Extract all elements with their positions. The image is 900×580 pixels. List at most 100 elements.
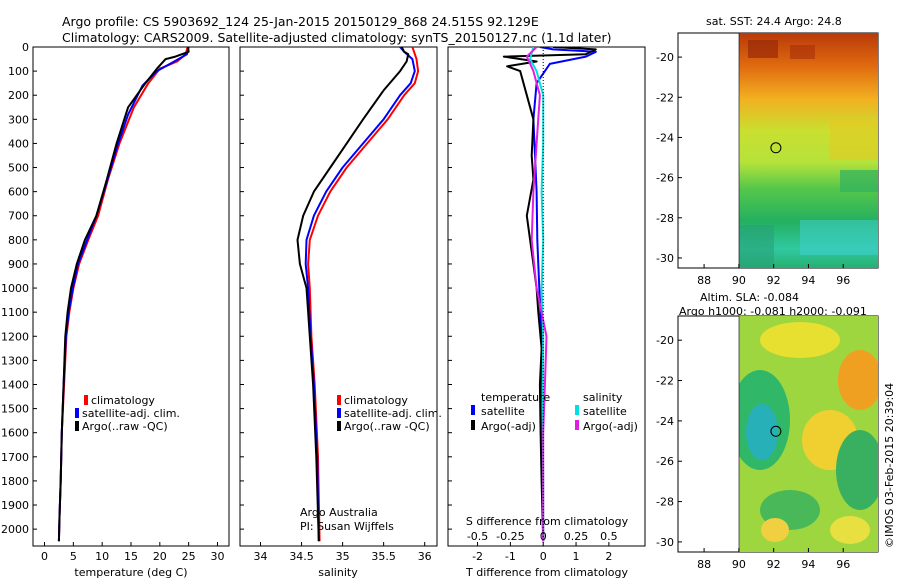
map-x-tick-label: 88	[697, 558, 711, 571]
x-tick-label: 1	[573, 550, 580, 563]
series-line-satellite	[304, 47, 416, 542]
x-tick-label: 30	[210, 550, 224, 563]
x-tick-label: 5	[70, 550, 77, 563]
sla-blob	[746, 404, 778, 460]
legend-title-salinity: salinity	[583, 391, 623, 404]
map-x-tick-label: 92	[767, 558, 781, 571]
map-y-tick-label: -26	[656, 455, 674, 468]
top-tick-label: 0	[540, 530, 547, 543]
depth-tick-label: 1600	[1, 427, 29, 440]
sst-patch	[830, 120, 878, 160]
legend-swatch-climatology	[337, 395, 341, 405]
x-tick-label: 25	[182, 550, 196, 563]
legend-swatch-satellite	[337, 408, 341, 418]
temperature-tick-labels: 0 5 10 15 20 25 30	[41, 542, 224, 563]
figure-title-line1: Argo profile: CS 5903692_124 25-Jan-2015…	[62, 14, 539, 29]
x-tick-label: 34	[254, 550, 268, 563]
depth-tick-label: 1200	[1, 330, 29, 343]
sla-map-title-line2: Argo h1000: -0.081 h2000: -0.091	[679, 305, 867, 318]
imos-credit: ©IMOS 03-Feb-2015 20:39:04	[883, 383, 896, 548]
legend-label-t-argo: Argo(-adj)	[481, 420, 536, 433]
x-tick-label: 10	[95, 550, 109, 563]
salinity-series	[296, 47, 420, 542]
depth-tick-label: 0	[22, 41, 29, 54]
difference-series	[502, 47, 597, 542]
map-y-tick-label: -28	[656, 212, 674, 225]
x-tick-label: -1	[505, 550, 516, 563]
legend-label-argo: Argo(..raw -QC)	[344, 420, 430, 433]
depth-tick-label: 1100	[1, 306, 29, 319]
temperature-xlabel: temperature (deg C)	[74, 566, 187, 579]
map-x-tick-label: 92	[767, 274, 781, 287]
depth-tick-label: 2000	[1, 523, 29, 536]
map-y-tick-label: -30	[656, 252, 674, 265]
depth-tick-label: 1300	[1, 354, 29, 367]
series-line-argo	[57, 47, 190, 542]
salinity-axes	[239, 46, 438, 547]
annotation-pi: PI: Susan Wijffels	[300, 520, 394, 533]
sla-blob	[830, 516, 870, 544]
difference-tick-labels: -2 -1 0 1 2	[472, 542, 612, 563]
sst-patch	[790, 45, 815, 59]
sla-blob	[836, 430, 878, 510]
legend-label-argo: Argo(..raw -QC)	[82, 420, 168, 433]
sst-patch	[748, 40, 778, 58]
legend-swatch-argo	[337, 421, 341, 431]
depth-tick-label: 1400	[1, 378, 29, 391]
depth-tick-label: 100	[8, 65, 29, 78]
legend-swatch-s-argo	[575, 420, 579, 430]
legend-label-t-satellite: satellite	[481, 405, 525, 418]
x-tick-label: 20	[153, 550, 167, 563]
depth-tick-label: 300	[8, 113, 29, 126]
x-tick-label: -2	[472, 550, 483, 563]
x-tick-label: 0	[540, 550, 547, 563]
x-tick-label: 35.5	[371, 550, 396, 563]
sla-argo-marker	[770, 425, 782, 437]
sla-blob	[838, 350, 878, 410]
map-y-tick-label: -22	[656, 91, 674, 104]
legend-swatch-s-satellite	[575, 405, 579, 415]
top-tick-label: 0.5	[600, 530, 618, 543]
figure-title-line2: Climatology: CARS2009. Satellite-adjuste…	[62, 30, 612, 45]
legend-label-satellite: satellite-adj. clim.	[82, 407, 180, 420]
difference-top-xlabel: S difference from climatology	[466, 515, 629, 528]
top-tick-label: -0.5	[467, 530, 488, 543]
sst-patch	[800, 220, 878, 255]
salinity-tick-labels: 34 34.5 35 35.5 36	[254, 542, 432, 563]
sst-map-ticks: 88 90 92 94 96 -20 -22 -24 -26 -28 -30	[656, 51, 850, 287]
map-x-tick-label: 94	[801, 558, 815, 571]
depth-tick-label: 800	[8, 234, 29, 247]
sst-patch	[739, 225, 774, 268]
depth-tick-labels: 0 100 200 300 400 500 600 700 800 900 1000 1100 1200…	[1, 41, 29, 536]
x-tick-label: 15	[124, 550, 138, 563]
temperature-series	[57, 47, 190, 542]
sst-heatmap	[739, 33, 878, 268]
depth-tick-label: 1000	[1, 282, 29, 295]
sla-map-title-line1: Altim. SLA: -0.084	[700, 291, 799, 304]
legend-label-climatology: climatology	[344, 394, 408, 407]
legend-swatch-argo	[75, 421, 79, 431]
sst-patch	[840, 170, 878, 192]
annotation-argo-australia: Argo Australia	[300, 506, 378, 519]
legend-title-temperature: temperature	[481, 391, 550, 404]
sst-map-title: sat. SST: 24.4 Argo: 24.8	[706, 15, 842, 28]
series-line-t-argo	[502, 47, 597, 542]
sla-blob	[761, 518, 789, 542]
map-y-tick-label: -28	[656, 496, 674, 509]
depth-tick-label: 200	[8, 89, 29, 102]
difference-axes	[447, 46, 646, 547]
depth-tick-label: 900	[8, 258, 29, 271]
map-x-tick-label: 96	[836, 558, 850, 571]
difference-legend: temperature salinity satellite Argo(-adj…	[471, 391, 638, 433]
x-tick-label: 36	[418, 550, 432, 563]
series-line-s-argo	[525, 47, 548, 542]
depth-tick-label: 400	[8, 137, 29, 150]
map-x-tick-label: 90	[732, 558, 746, 571]
map-y-tick-label: -24	[656, 415, 674, 428]
map-x-tick-label: 88	[697, 274, 711, 287]
depth-tick-label: 1700	[1, 451, 29, 464]
salinity-legend: climatology satellite-adj. clim. Argo(..…	[337, 394, 442, 433]
x-tick-label: 0	[41, 550, 48, 563]
depth-tick-label: 1800	[1, 475, 29, 488]
legend-label-s-argo: Argo(-adj)	[583, 420, 638, 433]
